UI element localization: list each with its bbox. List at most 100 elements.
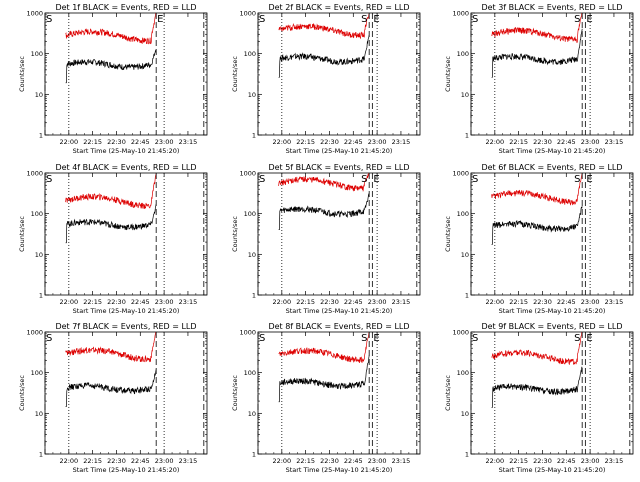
y-tick-label: 100	[31, 210, 43, 218]
x-tick-label: 23:00	[581, 138, 600, 146]
marker-label: S	[472, 333, 478, 344]
x-tick-label: 23:15	[392, 457, 411, 465]
x-tick-label: 23:15	[179, 298, 198, 306]
x-tick-label: 22:15	[509, 457, 528, 465]
y-axis-label: Counts/sec	[18, 56, 26, 92]
y-tick-label: 100	[457, 369, 469, 377]
y-tick-label: 1	[252, 132, 256, 140]
marker-label: S	[574, 14, 580, 25]
x-tick-label: 22:00	[59, 298, 78, 306]
marker-label: S	[361, 174, 367, 185]
detector-panel: Det 4f BLACK = Events, RED = LLD 1 10 100 10…	[18, 163, 208, 315]
x-tick-label: 22:45	[557, 457, 576, 465]
x-tick-label: 22:15	[296, 138, 315, 146]
y-tick-label: 100	[31, 50, 43, 58]
marker-label: S	[361, 14, 367, 25]
panel-title: Det 1f BLACK = Events, RED = LLD	[55, 3, 196, 12]
marker-label: E	[373, 14, 379, 25]
series-line	[491, 206, 583, 245]
series-line	[278, 13, 370, 40]
y-tick-label: 1	[39, 292, 43, 300]
plot-frame	[44, 12, 208, 136]
y-tick-label: 100	[31, 369, 43, 377]
panel-title: Det 2f BLACK = Events, RED = LLD	[268, 3, 409, 12]
x-tick-label: 23:00	[581, 457, 600, 465]
x-axis-label: Start Time (25-May-10 21:45:20)	[286, 147, 393, 155]
x-axis-label: Start Time (25-May-10 21:45:20)	[73, 147, 180, 155]
x-tick-label: 22:15	[509, 138, 528, 146]
x-axis-label: Start Time (25-May-10 21:45:20)	[73, 466, 180, 474]
x-tick-label: 23:15	[179, 457, 198, 465]
x-axis-label: Start Time (25-May-10 21:45:20)	[499, 147, 606, 155]
panel-title: Det 8f BLACK = Events, RED = LLD	[268, 322, 409, 331]
x-tick-label: 23:00	[581, 298, 600, 306]
x-axis-label: Start Time (25-May-10 21:45:20)	[499, 307, 606, 315]
plot-frame	[257, 12, 421, 136]
series-line	[65, 49, 157, 84]
detector-panel: Det 7f BLACK = Events, RED = LLD 1 10 100 10…	[18, 322, 208, 474]
series-line	[65, 173, 157, 210]
y-tick-label: 100	[244, 210, 256, 218]
marker-label: S	[46, 174, 52, 185]
series-line	[65, 203, 157, 244]
x-tick-label: 23:15	[392, 138, 411, 146]
x-tick-label: 23:00	[155, 298, 174, 306]
marker-label: S	[361, 333, 367, 344]
y-tick-label: 100	[457, 50, 469, 58]
detector-panel: Det 5f BLACK = Events, RED = LLD 1 10 100 10…	[231, 163, 421, 315]
x-tick-label: 22:45	[344, 138, 363, 146]
y-tick-label: 1000	[239, 329, 256, 337]
series-line	[491, 13, 583, 44]
y-axis-label: Counts/sec	[231, 216, 239, 252]
y-tick-label: 10	[461, 251, 469, 259]
x-tick-label: 23:15	[392, 298, 411, 306]
x-tick-label: 23:15	[605, 298, 624, 306]
x-axis-label: Start Time (25-May-10 21:45:20)	[499, 466, 606, 474]
y-tick-label: 1	[252, 292, 256, 300]
panel-title: Det 7f BLACK = Events, RED = LLD	[55, 322, 196, 331]
x-tick-label: 22:00	[485, 138, 504, 146]
y-tick-label: 1	[465, 132, 469, 140]
x-tick-label: 22:30	[107, 298, 126, 306]
marker-label: S	[574, 174, 580, 185]
y-tick-label: 1000	[452, 329, 469, 337]
y-tick-label: 1000	[452, 170, 469, 178]
x-tick-label: 22:45	[131, 298, 150, 306]
series-line	[491, 28, 583, 78]
y-tick-label: 1	[39, 132, 43, 140]
y-tick-label: 1000	[239, 10, 256, 18]
x-tick-label: 23:00	[368, 138, 387, 146]
y-axis-label: Counts/sec	[18, 216, 26, 252]
plot-frame	[44, 172, 208, 296]
x-tick-label: 22:30	[533, 457, 552, 465]
x-tick-label: 22:30	[320, 138, 339, 146]
y-tick-label: 1000	[26, 329, 43, 337]
series-line	[278, 173, 370, 192]
x-tick-label: 22:00	[272, 138, 291, 146]
series-line	[278, 332, 370, 363]
marker-label: S	[574, 333, 580, 344]
x-tick-label: 22:30	[320, 298, 339, 306]
y-tick-label: 10	[461, 410, 469, 418]
series-line	[491, 366, 583, 408]
y-tick-label: 1000	[239, 170, 256, 178]
series-line	[278, 355, 370, 403]
y-tick-label: 10	[35, 91, 43, 99]
marker-label: S	[46, 14, 52, 25]
plot-frame	[44, 331, 208, 455]
x-axis-label: Start Time (25-May-10 21:45:20)	[286, 307, 393, 315]
series-line	[65, 332, 157, 363]
x-tick-label: 22:00	[485, 298, 504, 306]
panel-title: Det 3f BLACK = Events, RED = LLD	[481, 3, 622, 12]
series-line	[278, 193, 370, 231]
x-tick-label: 22:15	[296, 457, 315, 465]
y-tick-label: 10	[461, 91, 469, 99]
x-tick-label: 23:15	[179, 138, 198, 146]
x-tick-label: 22:45	[557, 298, 576, 306]
x-tick-label: 22:45	[131, 457, 150, 465]
x-tick-label: 22:15	[83, 457, 102, 465]
plot-frame	[470, 12, 634, 136]
series-line	[65, 369, 157, 407]
marker-label: E	[586, 333, 592, 344]
x-tick-label: 22:00	[485, 457, 504, 465]
